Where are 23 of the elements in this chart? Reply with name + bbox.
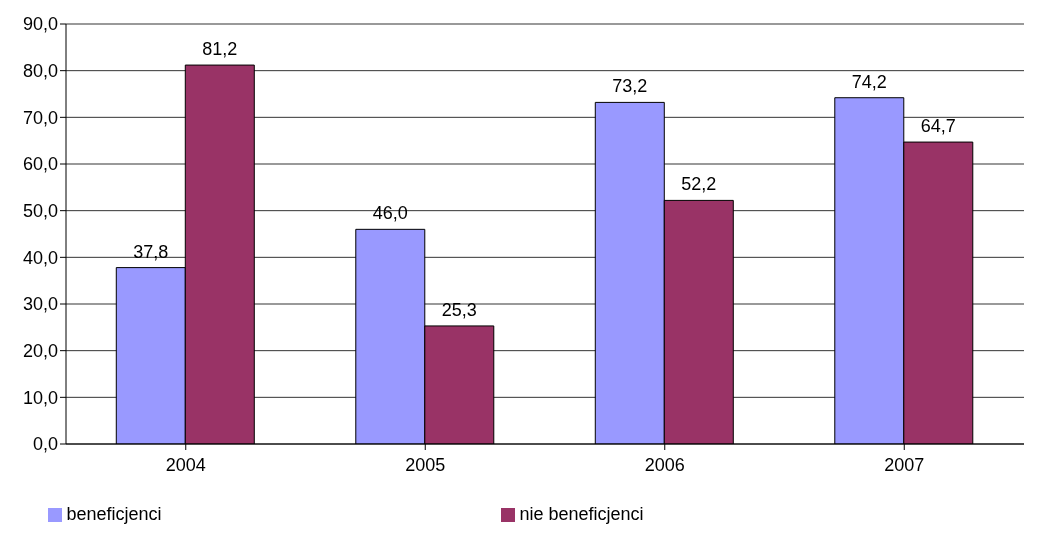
y-tick-label: 50,0 — [22, 201, 58, 222]
y-tick-label: 90,0 — [22, 14, 58, 35]
y-tick-label: 10,0 — [22, 387, 58, 408]
y-tick-label: 60,0 — [22, 154, 58, 175]
data-label: 73,2 — [612, 76, 648, 97]
y-tick-label: 70,0 — [22, 107, 58, 128]
legend-label: nie beneficjenci — [519, 504, 644, 524]
data-label: 25,3 — [441, 299, 477, 320]
data-label: 81,2 — [202, 39, 238, 60]
y-tick-label: 80,0 — [22, 61, 58, 82]
data-label: 52,2 — [681, 174, 717, 195]
y-tick-label: 20,0 — [22, 341, 58, 362]
x-tick-label: 2004 — [165, 454, 206, 475]
data-label: 74,2 — [851, 71, 887, 92]
legend-label: beneficjenci — [66, 504, 162, 524]
x-tick-label: 2006 — [644, 454, 685, 475]
x-tick-label: 2005 — [405, 454, 446, 475]
y-tick-label: 30,0 — [22, 294, 58, 315]
x-tick-label: 2007 — [884, 454, 925, 475]
y-tick-label: 0,0 — [32, 434, 58, 455]
data-label: 64,7 — [920, 116, 956, 137]
data-label: 37,8 — [133, 241, 169, 262]
y-tick-label: 40,0 — [22, 247, 58, 268]
